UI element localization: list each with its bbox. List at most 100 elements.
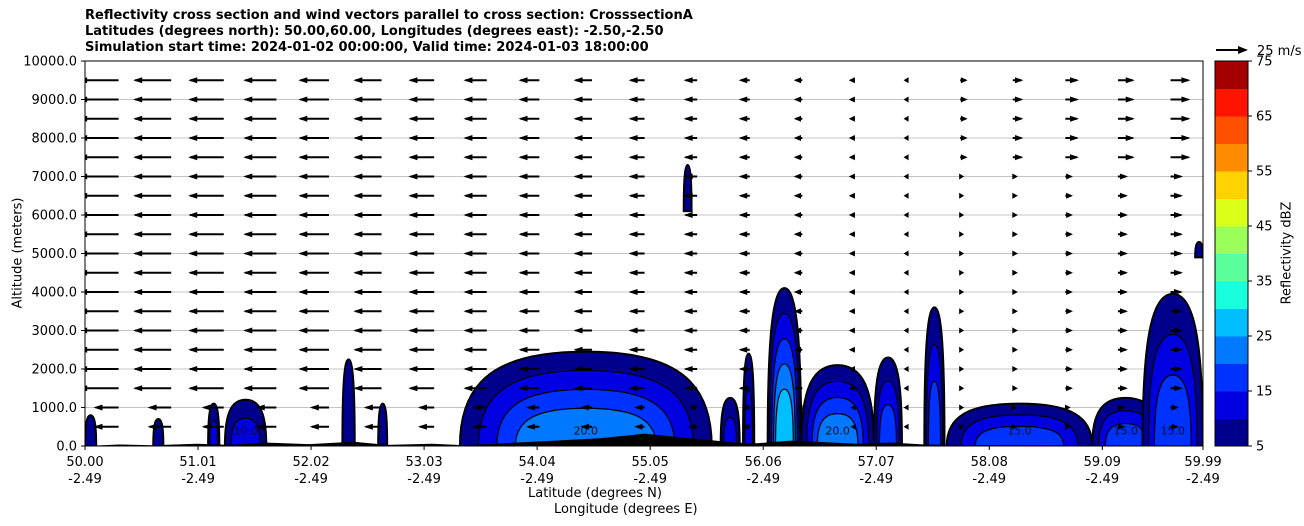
wind-arrow-head	[1015, 96, 1024, 103]
quiver-key: 25 m/s	[1216, 44, 1302, 59]
colorbar-segment	[1215, 308, 1248, 337]
wind-arrow	[573, 385, 592, 392]
wind-arrow-head	[1066, 231, 1073, 238]
wind-arrow	[1012, 327, 1018, 334]
wind-arrow	[188, 192, 224, 199]
wind-arrow	[903, 327, 909, 334]
wind-arrow	[1170, 231, 1184, 238]
wind-arrow-head	[683, 135, 693, 141]
wind-arrow	[1065, 346, 1073, 353]
colorbar-segment	[1215, 336, 1248, 364]
wind-arrow	[793, 154, 803, 161]
wind-arrow-head	[683, 115, 693, 122]
wind-arrow-head	[1015, 154, 1024, 161]
wind-arrow	[188, 269, 224, 276]
wind-arrow-head	[738, 250, 748, 257]
wind-arrow	[628, 173, 645, 180]
wind-arrow-head	[408, 212, 418, 218]
colorbar-tick-label: 5	[1256, 440, 1264, 455]
wind-arrow	[738, 250, 750, 257]
colorbar-segment	[1215, 253, 1248, 282]
wind-arrow	[408, 135, 435, 141]
wind-arrow	[353, 192, 382, 199]
y-tick-label: 2000.0	[32, 363, 78, 378]
wind-arrow	[133, 212, 172, 218]
wind-arrow-head	[188, 192, 198, 199]
wind-arrow-head	[628, 115, 638, 122]
wind-arrow	[1117, 250, 1128, 257]
wind-arrow	[796, 404, 803, 411]
wind-arrow-head	[1070, 115, 1080, 122]
wind-arrow	[683, 327, 698, 334]
wind-arrow-head	[903, 269, 909, 276]
wind-arrow-head	[1119, 192, 1128, 199]
wind-arrow-head	[848, 327, 855, 334]
wind-arrow-head	[1174, 269, 1184, 276]
wind-arrow	[903, 231, 909, 238]
wind-arrow	[518, 77, 540, 84]
x-axis-title-latitude: Latitude (degrees N)	[528, 486, 662, 501]
wind-arrow	[408, 77, 435, 84]
wind-arrow-head	[1119, 346, 1128, 353]
wind-arrow-head	[959, 385, 965, 392]
wind-arrow-head	[188, 154, 198, 161]
wind-arrow-head	[683, 77, 693, 84]
wind-arrow	[1170, 385, 1184, 392]
contour-label: 15.0	[1161, 424, 1186, 437]
wind-arrow-head	[133, 154, 143, 161]
wind-arrow	[903, 250, 909, 257]
y-axis: 0.0 1000.0 2000.0 3000.0 4000.0 5000.0 6000.0 7…	[23, 55, 85, 455]
colorbar-segment	[1215, 281, 1248, 309]
wind-arrow	[959, 231, 965, 238]
wind-arrow	[309, 404, 329, 411]
wind-arrow	[1065, 308, 1073, 315]
wind-arrow	[1012, 77, 1024, 84]
wind-arrow	[628, 96, 645, 103]
wind-arrow-head	[85, 250, 88, 257]
wind-arrow	[133, 308, 172, 315]
reflectivity-contour	[927, 380, 942, 446]
wind-arrow	[243, 385, 277, 392]
wind-arrow-head	[573, 115, 583, 122]
x-tick-label-latitude: 54.04	[519, 455, 556, 470]
wind-arrow	[133, 231, 172, 238]
wind-arrow-head	[848, 231, 855, 238]
x-tick-label-longitude: -2.49	[68, 472, 102, 487]
wind-arrow	[463, 212, 487, 218]
wind-arrow	[518, 250, 540, 257]
wind-arrow-head	[133, 135, 143, 141]
wind-arrow	[518, 173, 540, 180]
wind-arrow-head	[1012, 173, 1018, 180]
wind-arrow	[85, 250, 119, 257]
wind-arrow	[463, 366, 487, 372]
wind-arrow	[298, 366, 329, 372]
wind-arrow-head	[133, 115, 143, 122]
wind-arrow	[298, 385, 329, 392]
wind-arrow	[903, 115, 909, 122]
wind-arrow	[573, 289, 592, 295]
reflectivity-field: 10.0 20.0 20.0 15.0 15.0 15.0	[85, 163, 1203, 446]
wind-arrow-head	[1181, 77, 1191, 84]
reflectivity-contour	[209, 419, 219, 446]
wind-arrow	[243, 77, 277, 84]
contour-label: 10.0	[233, 424, 258, 437]
colorbar-segment	[1215, 171, 1248, 199]
wind-arrow	[738, 96, 750, 103]
x-tick-label-latitude: 56.06	[745, 455, 782, 470]
wind-arrow	[243, 192, 277, 199]
wind-arrow	[471, 423, 487, 430]
wind-arrow-head	[1174, 192, 1184, 199]
wind-arrow	[738, 77, 750, 84]
wind-arrow	[1170, 173, 1184, 180]
wind-arrow-head	[298, 308, 308, 315]
wind-arrow-head	[243, 289, 253, 295]
wind-arrow-head	[959, 346, 965, 353]
wind-arrow	[573, 269, 592, 276]
wind-arrow	[408, 154, 435, 161]
wind-arrow	[959, 173, 965, 180]
wind-arrow	[188, 346, 224, 353]
wind-arrow-head	[188, 289, 198, 295]
wind-arrow-head	[353, 250, 363, 257]
wind-arrow-head	[133, 269, 143, 276]
wind-arrow	[353, 346, 382, 353]
